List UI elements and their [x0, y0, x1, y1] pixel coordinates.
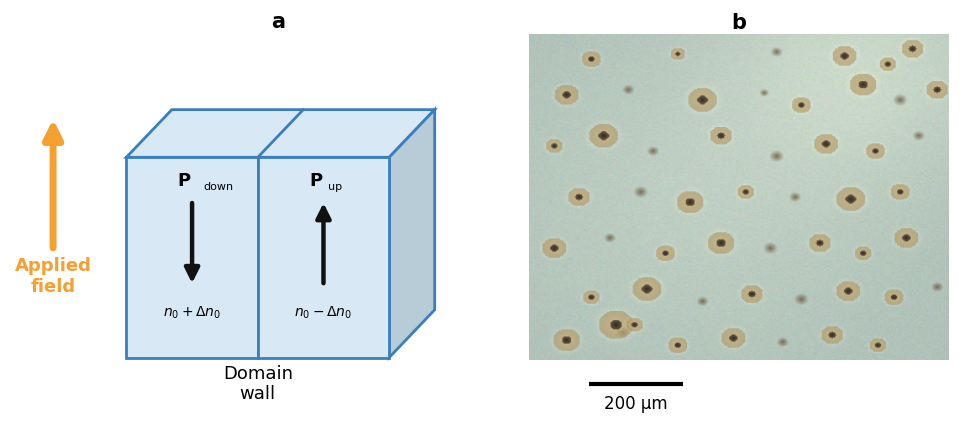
- Polygon shape: [258, 157, 389, 357]
- Text: up: up: [328, 182, 341, 192]
- Polygon shape: [126, 110, 434, 157]
- Polygon shape: [126, 157, 258, 357]
- Text: Domain
wall: Domain wall: [223, 365, 293, 403]
- Text: b: b: [731, 13, 746, 33]
- Text: Applied
field: Applied field: [15, 257, 91, 296]
- Text: down: down: [203, 182, 233, 192]
- Text: $\mathbf{P}$: $\mathbf{P}$: [309, 172, 323, 190]
- Text: $\mathbf{P}$: $\mathbf{P}$: [177, 172, 191, 190]
- Text: $n_0 - \Delta n_0$: $n_0 - \Delta n_0$: [295, 305, 353, 321]
- Polygon shape: [389, 110, 434, 357]
- Text: $n_0 + \Delta n_0$: $n_0 + \Delta n_0$: [163, 305, 222, 321]
- Text: 200 μm: 200 μm: [605, 395, 668, 413]
- Text: a: a: [271, 12, 285, 32]
